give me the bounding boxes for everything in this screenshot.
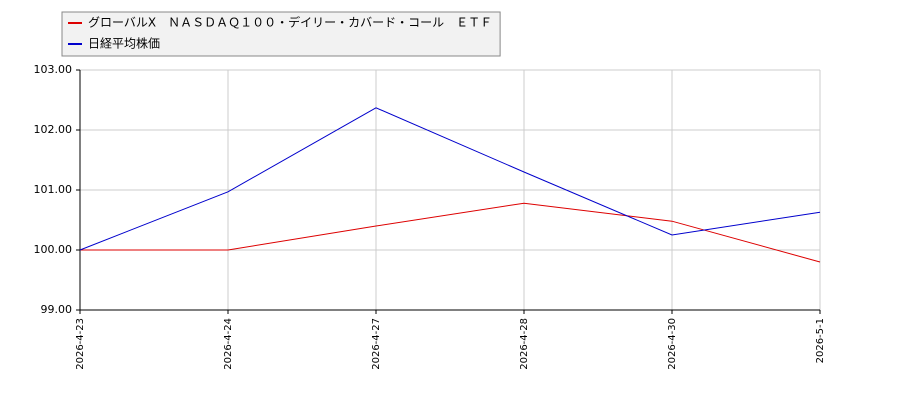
y-tick-label: 99.00 [41,303,73,316]
legend-label: 日経平均株価 [88,36,160,51]
x-tick-label: 2026-4-30 [667,318,678,370]
legend-label: グローバルX ＮＡＳＤＡＱ１００・デイリー・カバード・コール ＥＴＦ [88,15,492,30]
y-tick-label: 103.00 [34,63,73,76]
x-tick-label: 2026-5-1 [815,318,826,363]
x-tick-label: 2026-4-23 [75,318,86,370]
x-tick-label: 2026-4-24 [223,318,234,370]
y-tick-label: 102.00 [34,123,73,136]
y-tick-label: 101.00 [34,183,73,196]
x-tick-label: 2026-4-27 [371,318,382,370]
legend-box [61,11,501,57]
line-series [80,202,821,263]
line-series [79,107,821,251]
x-tick-label: 2026-4-28 [519,318,530,370]
legend: グローバルX ＮＡＳＤＡＱ１００・デイリー・カバード・コール ＥＴＦ 日経平均株価 [61,11,501,57]
y-tick-label: 100.00 [34,243,73,256]
